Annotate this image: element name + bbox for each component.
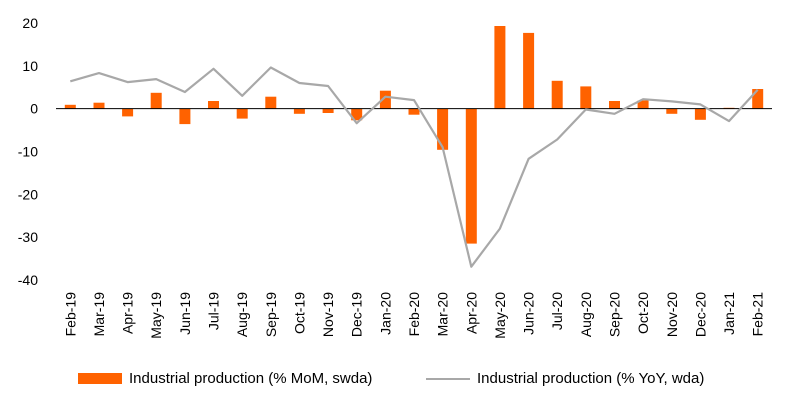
legend-swatch-bar [78,373,122,384]
x-tick-label: Oct-19 [291,292,307,334]
x-axis-ticks: Feb-19 Mar-19 Apr-19 May-19 Jun-19 Jul-19 Aug-… [62,292,765,339]
y-tick-label: -40 [18,272,38,288]
x-tick-label: Nov-19 [320,292,336,337]
x-tick-label: Jan-21 [721,292,737,335]
x-tick-label: Sep-19 [263,292,279,337]
x-tick-label: Jan-20 [377,292,393,335]
bar-mom-aug-19 [236,108,248,119]
x-tick-label: Mar-19 [91,292,107,337]
y-tick-label: -10 [18,144,38,160]
legend-label-yoy: Industrial production (% YoY, wda) [477,370,705,387]
x-tick-label: Feb-19 [62,292,78,337]
y-tick-label: 0 [30,101,38,117]
x-tick-label: Nov-20 [664,292,680,337]
bar-mom-oct-19 [293,108,305,114]
bar-mom-sep-20 [609,101,620,109]
bar-mom-jul-19 [208,101,219,109]
bar-mom-jun-19 [179,108,191,125]
y-tick-label: -30 [18,229,38,245]
bar-mom-mar-19 [93,102,105,109]
x-tick-label: Dec-19 [349,292,365,337]
bar-mom-apr-19 [122,108,134,117]
legend-item-mom: Industrial production (% MoM, swda) [78,370,372,387]
x-tick-label: Mar-20 [435,292,451,337]
x-tick-label: Dec-20 [692,292,708,337]
x-tick-label: May-19 [148,292,164,339]
y-axis-ticks: 20 10 0 -10 -20 -30 -40 [18,15,38,288]
bar-mom-feb-19 [64,104,76,109]
bar-mom-aug-20 [580,86,592,109]
x-tick-label: Sep-20 [606,292,622,337]
bar-mom-jun-20 [523,32,535,109]
x-tick-label: Jul-20 [549,292,565,330]
y-tick-label: 20 [22,15,38,31]
legend: Industrial production (% MoM, swda) Indu… [0,370,800,394]
x-tick-label: Feb-20 [406,292,422,337]
bar-mom-nov-20 [666,108,678,114]
bar-mom-oct-20 [637,100,649,109]
x-tick-label: Apr-19 [120,292,136,334]
bar-mom-feb-20 [408,108,420,115]
y-tick-label: 10 [22,58,38,74]
legend-swatch-line [426,377,470,380]
bar-mom-jan-20 [379,90,391,109]
bar-mom-apr-20 [465,108,477,244]
x-tick-label: Aug-19 [234,292,250,337]
bar-mom-may-19 [150,92,162,109]
bar-mom-nov-19 [322,108,334,113]
bar-mom-feb-21 [752,89,764,109]
bar-mom-jul-20 [551,80,563,109]
bar-mom-may-20 [494,26,506,109]
x-tick-label: Feb-21 [750,292,766,337]
x-tick-label: Jun-20 [521,292,537,335]
line-series [69,66,759,268]
bar-mom-dec-20 [694,108,706,120]
x-tick-label: Aug-20 [578,292,594,337]
x-tick-label: May-20 [492,292,508,339]
x-tick-label: Oct-20 [635,292,651,334]
bar-mom-dec-19 [351,108,363,121]
x-tick-label: Apr-20 [463,292,479,334]
bar-mom-sep-19 [265,96,277,109]
line-yoy [69,66,759,268]
x-tick-label: Jul-19 [206,292,222,330]
x-tick-label: Jun-19 [177,292,193,335]
legend-label-mom: Industrial production (% MoM, swda) [129,370,373,387]
bar-series [64,26,764,244]
bar-mom-mar-20 [437,108,449,150]
legend-item-yoy: Industrial production (% YoY, wda) [426,370,704,387]
y-tick-label: -20 [18,186,38,202]
